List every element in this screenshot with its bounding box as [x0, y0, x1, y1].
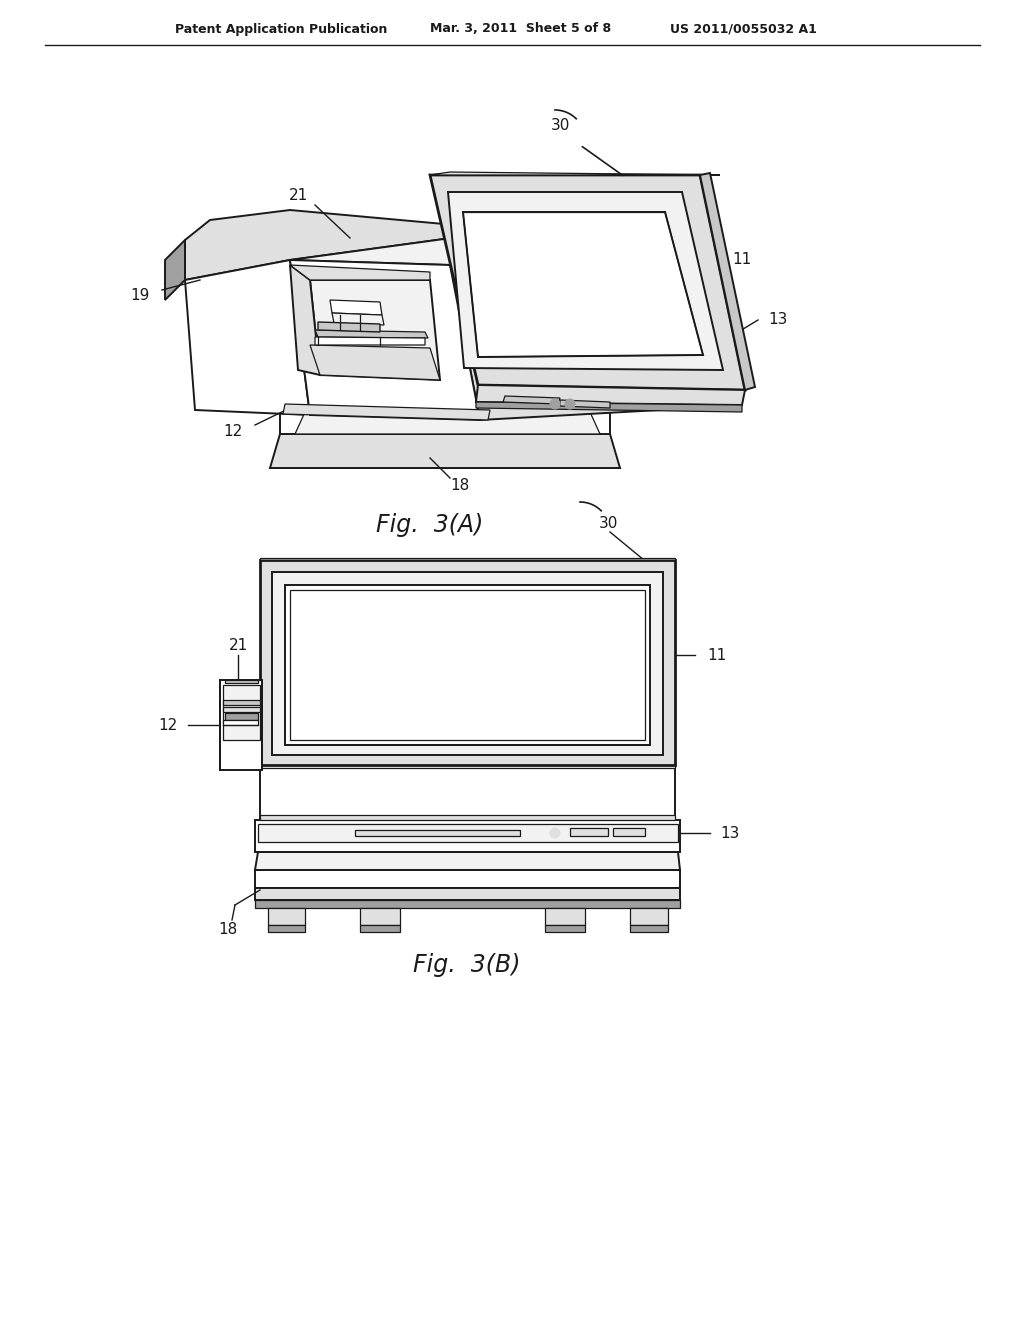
- Polygon shape: [310, 280, 440, 380]
- Polygon shape: [223, 685, 260, 741]
- Polygon shape: [280, 411, 610, 434]
- Text: Fig.  3(A): Fig. 3(A): [376, 513, 483, 537]
- Polygon shape: [255, 888, 680, 900]
- Polygon shape: [185, 260, 310, 414]
- Polygon shape: [223, 719, 258, 725]
- Text: Mar. 3, 2011  Sheet 5 of 8: Mar. 3, 2011 Sheet 5 of 8: [430, 22, 611, 36]
- Polygon shape: [260, 814, 675, 820]
- Text: Patent Application Publication: Patent Application Publication: [175, 22, 387, 36]
- Polygon shape: [260, 760, 675, 820]
- Text: 21: 21: [289, 187, 308, 202]
- Polygon shape: [310, 345, 440, 380]
- Text: 18: 18: [451, 478, 470, 492]
- Polygon shape: [258, 824, 678, 842]
- Polygon shape: [330, 300, 382, 315]
- Polygon shape: [545, 908, 585, 925]
- Polygon shape: [270, 450, 620, 469]
- Polygon shape: [318, 322, 380, 333]
- Polygon shape: [295, 412, 600, 434]
- Polygon shape: [185, 210, 510, 280]
- Circle shape: [565, 399, 575, 409]
- Polygon shape: [268, 908, 305, 925]
- Polygon shape: [223, 700, 260, 705]
- Polygon shape: [290, 265, 319, 375]
- Text: 18: 18: [218, 923, 238, 937]
- Text: 21: 21: [228, 639, 248, 653]
- Polygon shape: [476, 403, 742, 412]
- Polygon shape: [165, 240, 185, 300]
- Polygon shape: [430, 172, 720, 176]
- Polygon shape: [355, 830, 520, 836]
- Polygon shape: [270, 434, 620, 469]
- Polygon shape: [332, 313, 384, 325]
- Text: 30: 30: [598, 516, 617, 531]
- Polygon shape: [503, 396, 560, 404]
- Polygon shape: [225, 713, 258, 719]
- Polygon shape: [613, 828, 645, 836]
- Polygon shape: [463, 213, 703, 356]
- Polygon shape: [630, 908, 668, 925]
- Polygon shape: [225, 680, 258, 682]
- Text: 11: 11: [732, 252, 752, 268]
- Polygon shape: [255, 820, 680, 851]
- Polygon shape: [283, 404, 490, 420]
- Text: 13: 13: [768, 313, 787, 327]
- Polygon shape: [360, 925, 400, 932]
- Circle shape: [550, 828, 560, 838]
- Text: 19: 19: [131, 288, 150, 302]
- Polygon shape: [570, 828, 608, 836]
- Polygon shape: [272, 572, 663, 755]
- Text: 12: 12: [159, 718, 178, 733]
- Polygon shape: [290, 230, 640, 265]
- Polygon shape: [268, 925, 305, 932]
- Polygon shape: [260, 760, 675, 768]
- Polygon shape: [220, 680, 262, 770]
- Polygon shape: [430, 176, 745, 389]
- Polygon shape: [290, 260, 480, 420]
- Polygon shape: [255, 851, 680, 870]
- Polygon shape: [290, 265, 430, 280]
- Polygon shape: [700, 173, 755, 389]
- Polygon shape: [223, 708, 260, 711]
- Text: 13: 13: [720, 825, 739, 841]
- Polygon shape: [255, 900, 680, 908]
- Polygon shape: [285, 585, 650, 744]
- Polygon shape: [630, 925, 668, 932]
- Polygon shape: [260, 560, 675, 766]
- Polygon shape: [290, 590, 645, 741]
- Polygon shape: [255, 870, 680, 888]
- Text: 30: 30: [550, 117, 569, 132]
- Polygon shape: [315, 330, 428, 338]
- Text: 12: 12: [224, 425, 243, 440]
- Circle shape: [550, 399, 560, 409]
- Polygon shape: [476, 385, 745, 405]
- Text: Fig.  3(B): Fig. 3(B): [414, 953, 521, 977]
- Polygon shape: [545, 925, 585, 932]
- Text: 11: 11: [707, 648, 726, 663]
- Polygon shape: [360, 908, 400, 925]
- Polygon shape: [560, 400, 610, 408]
- Polygon shape: [260, 558, 675, 560]
- Polygon shape: [450, 240, 660, 420]
- Polygon shape: [449, 191, 723, 370]
- Polygon shape: [315, 337, 425, 345]
- Text: US 2011/0055032 A1: US 2011/0055032 A1: [670, 22, 817, 36]
